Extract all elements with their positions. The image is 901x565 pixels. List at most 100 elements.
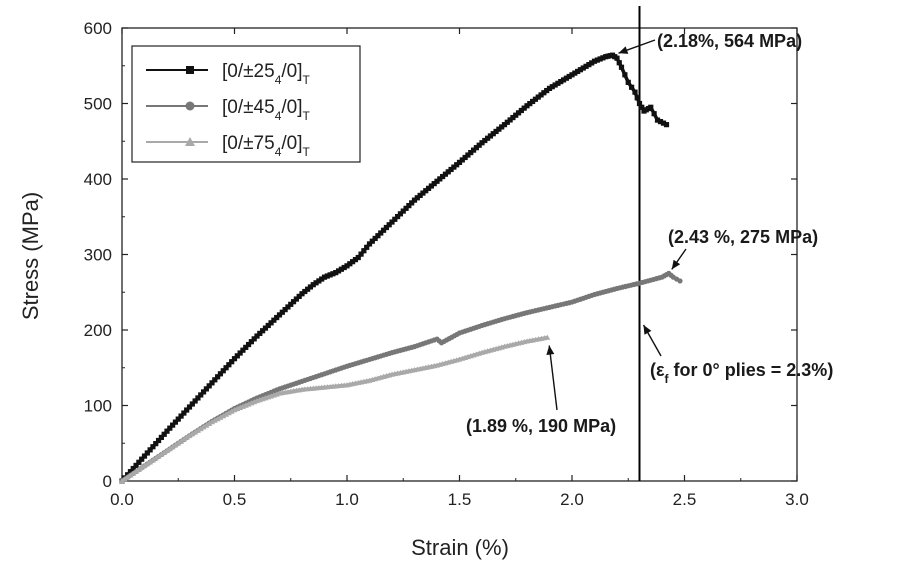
- legend-item-2: [0/±454/0]T: [146, 97, 311, 123]
- data-point: [169, 444, 176, 450]
- data-point: [538, 92, 544, 98]
- data-point: [378, 230, 384, 236]
- data-point: [566, 73, 572, 80]
- data-point: [296, 293, 302, 300]
- data-point: [237, 350, 243, 356]
- data-point: [136, 459, 142, 465]
- data-point: [203, 386, 209, 392]
- data-point: [482, 137, 488, 144]
- y-tick-label: 100: [84, 397, 112, 416]
- data-point: [490, 131, 496, 137]
- data-point: [268, 320, 274, 326]
- data-point: [386, 222, 392, 228]
- data-point: [541, 90, 547, 96]
- data-point: [245, 341, 252, 348]
- series-2: [119, 270, 683, 484]
- legend: [0/±254/0]T [0/±454/0]T [0/±754/0]T: [131, 45, 361, 163]
- data-point: [195, 395, 201, 401]
- data-point: [214, 416, 221, 422]
- y-tick-label: 300: [84, 246, 112, 265]
- y-tick-label: 200: [84, 321, 112, 340]
- x-tick-label: 1.5: [448, 490, 472, 509]
- data-point: [380, 227, 387, 233]
- data-point: [158, 451, 165, 457]
- x-axis-ticks: 0.0 0.5 1.0 1.5 2.0 2.5 3.0: [110, 28, 809, 509]
- data-point: [456, 159, 463, 165]
- data-point: [440, 173, 446, 180]
- annotation-peak-45: (2.43 %, 275 MPa): [668, 227, 818, 247]
- y-tick-label: 500: [84, 95, 112, 114]
- data-point: [192, 398, 198, 404]
- data-point: [220, 368, 226, 374]
- data-point: [518, 107, 524, 114]
- data-point: [217, 371, 224, 377]
- data-point: [228, 408, 235, 414]
- data-point: [200, 424, 207, 430]
- data-point: [465, 152, 471, 158]
- data-point: [335, 268, 342, 274]
- legend-label: [0/±254/0]T: [222, 61, 311, 87]
- data-point: [591, 58, 598, 64]
- data-point: [499, 124, 505, 130]
- data-point: [552, 82, 558, 88]
- data-point: [462, 154, 468, 161]
- data-point: [654, 117, 661, 123]
- data-point: [364, 244, 370, 250]
- data-point: [521, 105, 527, 111]
- data-point: [293, 296, 299, 302]
- data-point: [663, 122, 670, 128]
- data-point: [175, 416, 181, 422]
- legend-label: [0/±454/0]T: [222, 97, 311, 123]
- data-point: [198, 392, 204, 398]
- data-point: [181, 410, 187, 416]
- data-point: [164, 447, 170, 453]
- data-point: [288, 301, 294, 307]
- data-point: [470, 147, 477, 153]
- data-point: [414, 195, 420, 201]
- data-point: [153, 441, 159, 447]
- data-point: [167, 425, 173, 431]
- data-point: [389, 219, 395, 225]
- x-axis-title: Strain (%): [411, 535, 509, 560]
- data-point: [321, 274, 328, 280]
- data-point: [361, 248, 367, 254]
- data-point: [150, 444, 156, 450]
- y-tick-label: 0: [103, 472, 112, 491]
- x-tick-label: 2.5: [673, 490, 697, 509]
- data-point: [243, 344, 249, 350]
- data-point: [178, 438, 185, 444]
- data-point: [434, 178, 440, 184]
- data-point: [583, 63, 589, 69]
- data-point: [226, 362, 232, 368]
- data-point: [594, 57, 600, 63]
- data-point: [257, 330, 263, 336]
- data-point: [513, 112, 519, 118]
- data-point: [616, 60, 622, 66]
- data-point: [341, 264, 347, 271]
- x-tick-label: 0.0: [110, 490, 134, 509]
- data-point: [425, 185, 432, 191]
- data-point: [217, 414, 224, 420]
- annotation-arrow-75-head: [546, 345, 555, 355]
- data-point: [316, 278, 322, 284]
- annotation-failure-strain: (εf for 0° plies = 2.3%): [650, 360, 833, 386]
- data-point: [580, 65, 586, 71]
- data-point: [161, 431, 167, 437]
- data-point: [400, 208, 406, 214]
- data-point: [180, 436, 187, 442]
- data-point: [251, 336, 257, 342]
- data-point: [155, 437, 162, 444]
- y-tick-label: 400: [84, 170, 112, 189]
- data-point: [473, 145, 479, 151]
- data-point: [141, 462, 148, 469]
- data-point: [197, 425, 204, 432]
- data-point: [212, 377, 218, 383]
- data-point: [282, 307, 288, 313]
- data-point: [152, 455, 159, 461]
- data-point: [575, 68, 581, 75]
- legend-marker: [185, 137, 195, 146]
- data-point: [479, 140, 485, 146]
- data-point: [614, 55, 620, 61]
- data-point: [135, 466, 142, 472]
- data-point: [347, 261, 353, 267]
